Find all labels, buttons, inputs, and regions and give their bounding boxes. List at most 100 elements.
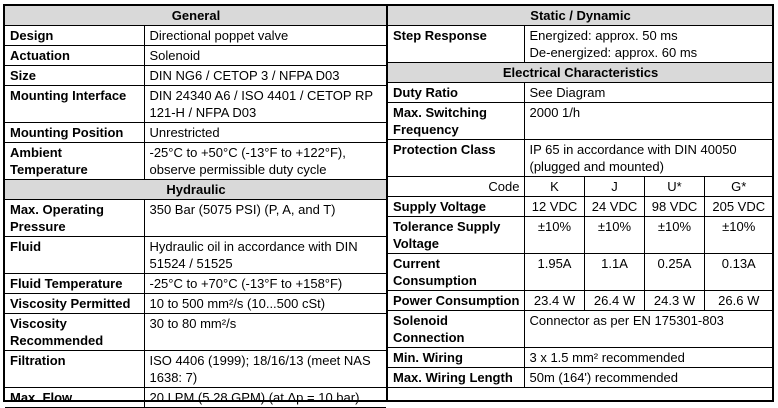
table-row: Mounting Position Unrestricted [5,122,386,143]
table-row: Filtration ISO 4406 (1999); 18/16/13 (mee… [5,350,386,388]
cell: ±10% [523,216,585,254]
table-row: Viscosity Permitted 10 to 500 mm²/s (10..… [5,293,386,314]
cell: 12 VDC [523,196,585,217]
table-row: Current Consumption 1.95A 1.1A 0.25A 0.13A [388,253,772,291]
row-value: DIN 24340 A6 / ISO 4401 / CETOP RP 121-H… [143,85,386,123]
table-row: Max. Switching Frequency 2000 1/h [388,102,772,140]
left-panel: General Design Directional poppet valve A… [5,6,388,408]
row-label: Mounting Interface [5,85,145,123]
row-label: Duty Ratio [388,82,525,103]
row-label: Min. Wiring [388,347,525,368]
cell: ±10% [703,216,772,254]
code-j: J [583,176,645,197]
row-label: Viscosity Permitted [5,293,145,314]
row-label: Fluid [5,236,145,274]
table-row: Power Consumption 23.4 W 26.4 W 24.3 W 26.6… [388,290,772,311]
row-value: 30 to 80 mm²/s [143,313,386,351]
row-value: 10 to 500 mm²/s (10...500 cSt) [143,293,386,314]
row-label: Code [388,176,525,197]
row-value: IP 65 in accordance with DIN 40050 (plug… [523,139,772,177]
row-label: Max. Switching Frequency [388,102,525,140]
row-label: Mounting Position [5,122,145,143]
cell: 0.13A [703,253,772,291]
table-row: Min. Wiring 3 x 1.5 mm² recommended [388,347,772,368]
row-value: ISO 4406 (1999); 18/16/13 (meet NAS 1638… [143,350,386,388]
row-value: See Diagram [523,82,772,103]
table-row: Mounting Interface DIN 24340 A6 / ISO 440… [5,85,386,123]
section-header-static-dynamic: Static / Dynamic [388,6,772,26]
row-label: Fluid Temperature [5,273,145,294]
row-value: -25°C to +50°C (-13°F to +122°F), observ… [143,142,386,180]
row-label: Max. Wiring Length [388,367,525,388]
cell: ±10% [583,216,645,254]
code-k: K [523,176,585,197]
table-row: Max. Wiring Length 50m (164') recommended [388,367,772,388]
right-panel: Static / Dynamic Step Response Energized… [388,6,772,400]
row-label: Current Consumption [388,253,525,291]
row-label: Viscosity Recommended [5,313,145,351]
row-value: Hydraulic oil in accordance with DIN 515… [143,236,386,274]
table-row: Tolerance Supply Voltage ±10% ±10% ±10% ±10… [388,216,772,254]
row-label: Protection Class [388,139,525,177]
row-label: Filtration [5,350,145,388]
row-label: Solenoid Connection [388,310,525,348]
spec-sheet: General Design Directional poppet valve A… [3,4,774,408]
cell: 1.1A [583,253,645,291]
static-electrical-table: Static / Dynamic Step Response Energized… [388,6,772,388]
row-value: -25°C to +70°C (-13°F to +158°F) [143,273,386,294]
table-row: Max. Flow 20 LPM (5.28 GPM) (at Δp = 10 b… [5,387,386,408]
table-row: Design Directional poppet valve [5,25,386,46]
cell: 24.3 W [643,290,705,311]
table-row: Actuation Solenoid [5,45,386,66]
step-response-energized: Energized: approx. 50 ms [529,28,678,43]
general-hydraulic-table: General Design Directional poppet valve A… [5,6,386,408]
table-row: Fluid Hydraulic oil in accordance with DI… [5,236,386,274]
section-header-hydraulic: Hydraulic [5,179,386,200]
cell: ±10% [643,216,705,254]
row-value: DIN NG6 / CETOP 3 / NFPA D03 [143,65,386,86]
row-label: Ambient Temperature [5,142,145,180]
cell: 26.4 W [583,290,645,311]
table-row: Viscosity Recommended 30 to 80 mm²/s [5,313,386,351]
table-row: Size DIN NG6 / CETOP 3 / NFPA D03 [5,65,386,86]
row-label: Tolerance Supply Voltage [388,216,525,254]
table-row: Duty Ratio See Diagram [388,82,772,103]
cell: 26.6 W [703,290,772,311]
code-u: U* [643,176,705,197]
table-row: Step Response Energized: approx. 50 ms De… [388,25,772,63]
row-label: Supply Voltage [388,196,525,217]
cell: 205 VDC [703,196,772,217]
row-value: 3 x 1.5 mm² recommended [523,347,772,368]
section-header-electrical: Electrical Characteristics [388,62,772,83]
section-header-general: General [5,6,386,26]
table-row: Code K J U* G* [388,176,772,197]
cell: 0.25A [643,253,705,291]
step-response-deenergized: De-energized: approx. 60 ms [529,45,698,60]
row-value: Directional poppet valve [143,25,386,46]
row-label: Power Consumption [388,290,525,311]
table-row: Supply Voltage 12 VDC 24 VDC 98 VDC 205 VDC [388,196,772,217]
cell: 1.95A [523,253,585,291]
row-value: Energized: approx. 50 ms De-energized: ap… [523,25,772,63]
row-label: Step Response [388,25,525,63]
table-row: Ambient Temperature -25°C to +50°C (-13°F… [5,142,386,180]
row-value: Unrestricted [143,122,386,143]
row-value: 350 Bar (5075 PSI) (P, A, and T) [143,199,386,237]
row-value: 50m (164') recommended [523,367,772,388]
row-label: Design [5,25,145,46]
row-value: Solenoid [143,45,386,66]
row-label: Actuation [5,45,145,66]
row-value: Connector as per EN 175301-803 [523,310,772,348]
row-value: 20 LPM (5.28 GPM) (at Δp = 10 bar) [143,387,386,408]
row-label: Size [5,65,145,86]
table-row: Protection Class IP 65 in accordance with… [388,139,772,177]
cell: 24 VDC [583,196,645,217]
row-label: Max. Operating Pressure [5,199,145,237]
code-g: G* [703,176,772,197]
cell: 23.4 W [523,290,585,311]
row-label: Max. Flow [5,387,145,408]
cell: 98 VDC [643,196,705,217]
row-value: 2000 1/h [523,102,772,140]
table-row: Solenoid Connection Connector as per EN 1… [388,310,772,348]
table-row: Fluid Temperature -25°C to +70°C (-13°F t… [5,273,386,294]
